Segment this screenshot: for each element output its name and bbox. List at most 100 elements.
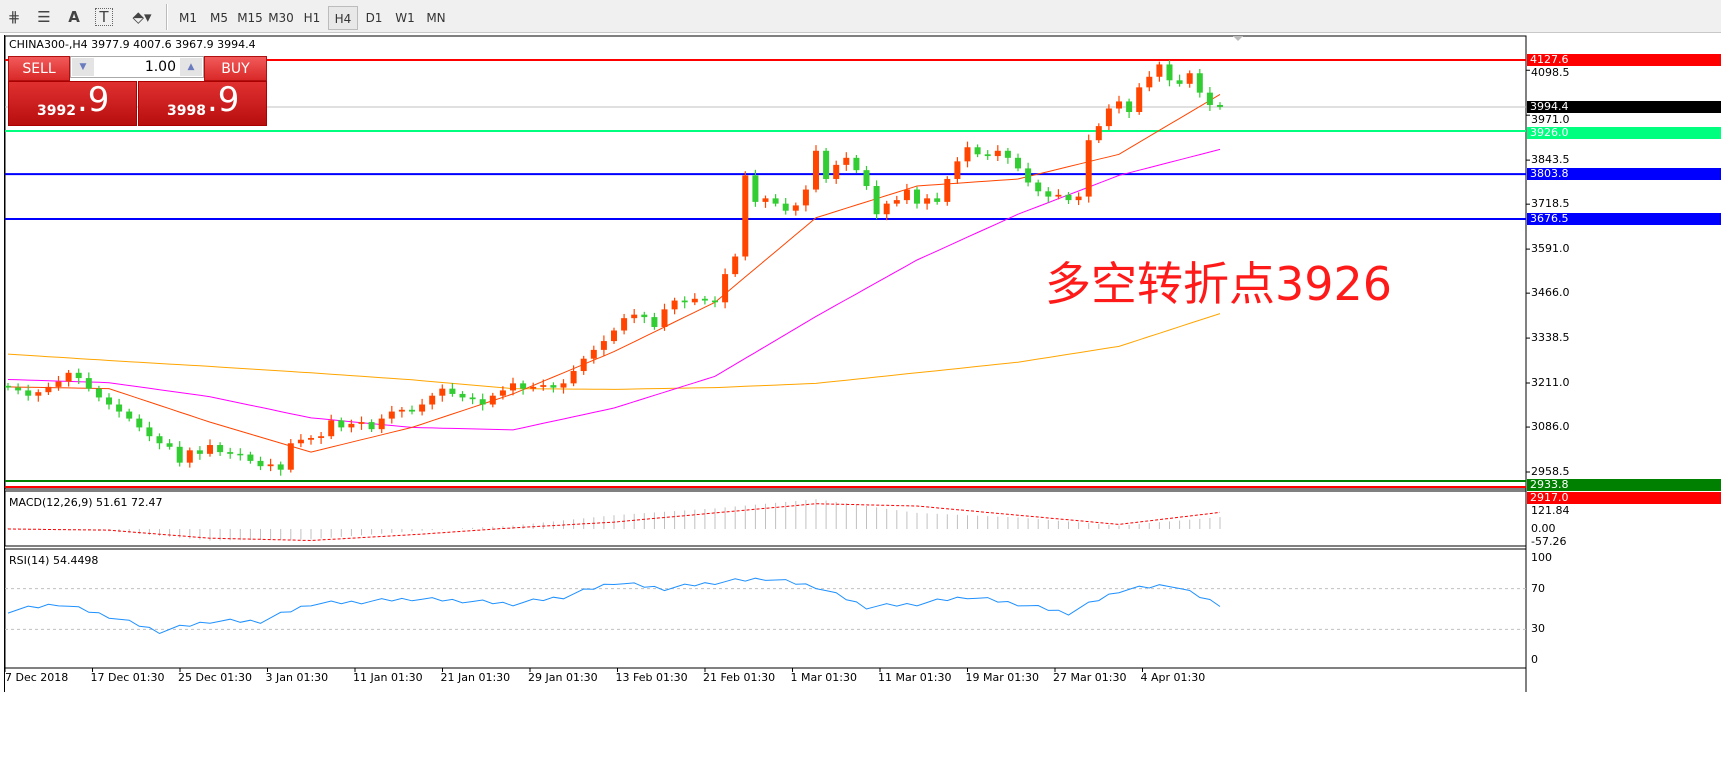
candle-body — [176, 446, 183, 463]
candle-body — [388, 411, 395, 419]
candle-body — [1015, 157, 1021, 169]
candle-body — [893, 200, 900, 204]
price-tick-label: 3086.0 — [1531, 420, 1570, 434]
candle-body — [924, 198, 931, 204]
buy-price-pip: .9 — [207, 80, 240, 120]
candle-body — [863, 170, 870, 187]
buy-button[interactable]: BUY — [204, 56, 267, 81]
candle-body — [348, 423, 355, 428]
candle-body — [1176, 80, 1183, 84]
arrows-dropdown-icon[interactable]: ⬘▾ — [132, 8, 152, 26]
candle-body — [25, 390, 32, 396]
candle-body — [883, 203, 890, 215]
time-axis-label: 13 Feb 01:30 — [615, 671, 688, 684]
candle-body — [166, 443, 173, 447]
price-tick-label: 3843.5 — [1531, 153, 1570, 167]
timeframe-m15[interactable]: M15 — [237, 11, 263, 25]
candle-body — [85, 378, 92, 389]
timeframe-mn[interactable]: MN — [426, 11, 446, 25]
lot-increase-button[interactable]: ▲ — [180, 58, 202, 76]
candle-body — [267, 464, 274, 467]
candle-body — [419, 404, 426, 412]
candle-body — [1105, 108, 1112, 127]
candle-body — [570, 371, 577, 384]
text-label-icon[interactable]: T — [95, 8, 113, 26]
candle-body — [5, 385, 11, 388]
time-axis-label: 27 Mar 01:30 — [1053, 671, 1127, 684]
candle-body — [1045, 191, 1052, 197]
one-click-trading-panel: SELL ▼ 1.00 ▲ BUY 3992 .9 3998 .9 — [8, 56, 267, 126]
price-tick-label: 3466.0 — [1531, 286, 1570, 300]
timeframe-m1[interactable]: M1 — [179, 11, 197, 25]
timeframe-w1[interactable]: W1 — [395, 11, 415, 25]
macd-tick-label: -57.26 — [1531, 535, 1567, 549]
candle-body — [65, 372, 72, 382]
buy-price[interactable]: 3998 .9 — [138, 80, 267, 126]
candle-body — [449, 388, 456, 394]
price-tick-label: 3971.0 — [1531, 112, 1570, 126]
candle-body — [762, 198, 769, 202]
sell-button[interactable]: SELL — [8, 56, 70, 81]
candle-body — [712, 300, 718, 303]
candle-body — [378, 418, 385, 430]
candle-body — [409, 409, 415, 412]
candle-body — [136, 418, 143, 428]
candle-body — [1065, 194, 1072, 201]
candle-body — [277, 464, 284, 470]
candle-body — [95, 388, 102, 398]
candle-body — [873, 186, 880, 215]
candle-body — [1196, 73, 1203, 93]
time-axis-label: 25 Dec 01:30 — [178, 671, 252, 684]
candle-body — [631, 314, 638, 319]
candle-body — [550, 385, 557, 388]
candle-body — [600, 341, 607, 350]
candle-body — [833, 164, 840, 179]
level-tag-3676.5: 3676.5 — [1527, 212, 1721, 225]
candle-body — [1156, 64, 1163, 77]
text-icon[interactable]: A — [68, 8, 80, 26]
rsi-label: RSI(14) 54.4498 — [9, 554, 99, 567]
time-axis-label: 17 Dec 01:30 — [90, 671, 165, 684]
candle-body — [661, 309, 668, 327]
candle-body — [1116, 101, 1122, 109]
candle-body — [429, 395, 436, 405]
time-axis-label: 1 Mar 01:30 — [790, 671, 857, 684]
candle-body — [1095, 126, 1102, 141]
sell-price-main: 3992 — [37, 103, 76, 119]
candle-body — [1004, 150, 1011, 158]
candle-body — [116, 404, 123, 412]
candle-body — [641, 314, 648, 318]
timeframe-h4[interactable]: H4 — [328, 6, 358, 30]
candle-body — [732, 256, 739, 275]
fibonacci-lines-icon[interactable]: ☰ — [37, 8, 51, 26]
price-tick-label: 3211.0 — [1531, 376, 1570, 389]
timeframe-m30[interactable]: M30 — [268, 11, 294, 25]
sell-price[interactable]: 3992 .9 — [8, 80, 137, 126]
candle-body — [701, 298, 708, 301]
candle-body — [752, 175, 759, 202]
lot-size-value[interactable]: 1.00 — [144, 59, 176, 75]
chart-annotation[interactable]: 多空转折点3926 — [1045, 257, 1393, 311]
time-axis-label: 7 Dec 2018 — [5, 671, 69, 684]
candle-body — [398, 409, 405, 412]
chart-title: CHINA300-,H4 3977.9 4007.6 3967.9 3994.4 — [9, 38, 256, 51]
timeframe-d1[interactable]: D1 — [365, 11, 383, 25]
candle-body — [1126, 101, 1133, 113]
fibonacci-fan-icon[interactable]: ⋕ — [7, 8, 21, 26]
candle-body — [934, 198, 941, 202]
timeframe-m5[interactable]: M5 — [210, 11, 228, 25]
candle-body — [196, 450, 203, 454]
time-axis-label: 11 Jan 01:30 — [353, 671, 423, 684]
lot-size-input[interactable]: ▼ 1.00 ▲ — [70, 56, 204, 78]
lot-decrease-button[interactable]: ▼ — [72, 58, 94, 76]
candle-body — [489, 395, 496, 405]
candle-body — [621, 318, 628, 331]
candle-body — [1217, 104, 1223, 107]
candle-body — [439, 388, 446, 396]
candle-body — [227, 452, 234, 454]
ma-mid-line — [7, 148, 1221, 431]
candle-body — [1055, 194, 1062, 197]
candle-body — [1035, 182, 1042, 192]
timeframe-h1[interactable]: H1 — [303, 11, 321, 25]
candle-body — [1136, 87, 1143, 113]
